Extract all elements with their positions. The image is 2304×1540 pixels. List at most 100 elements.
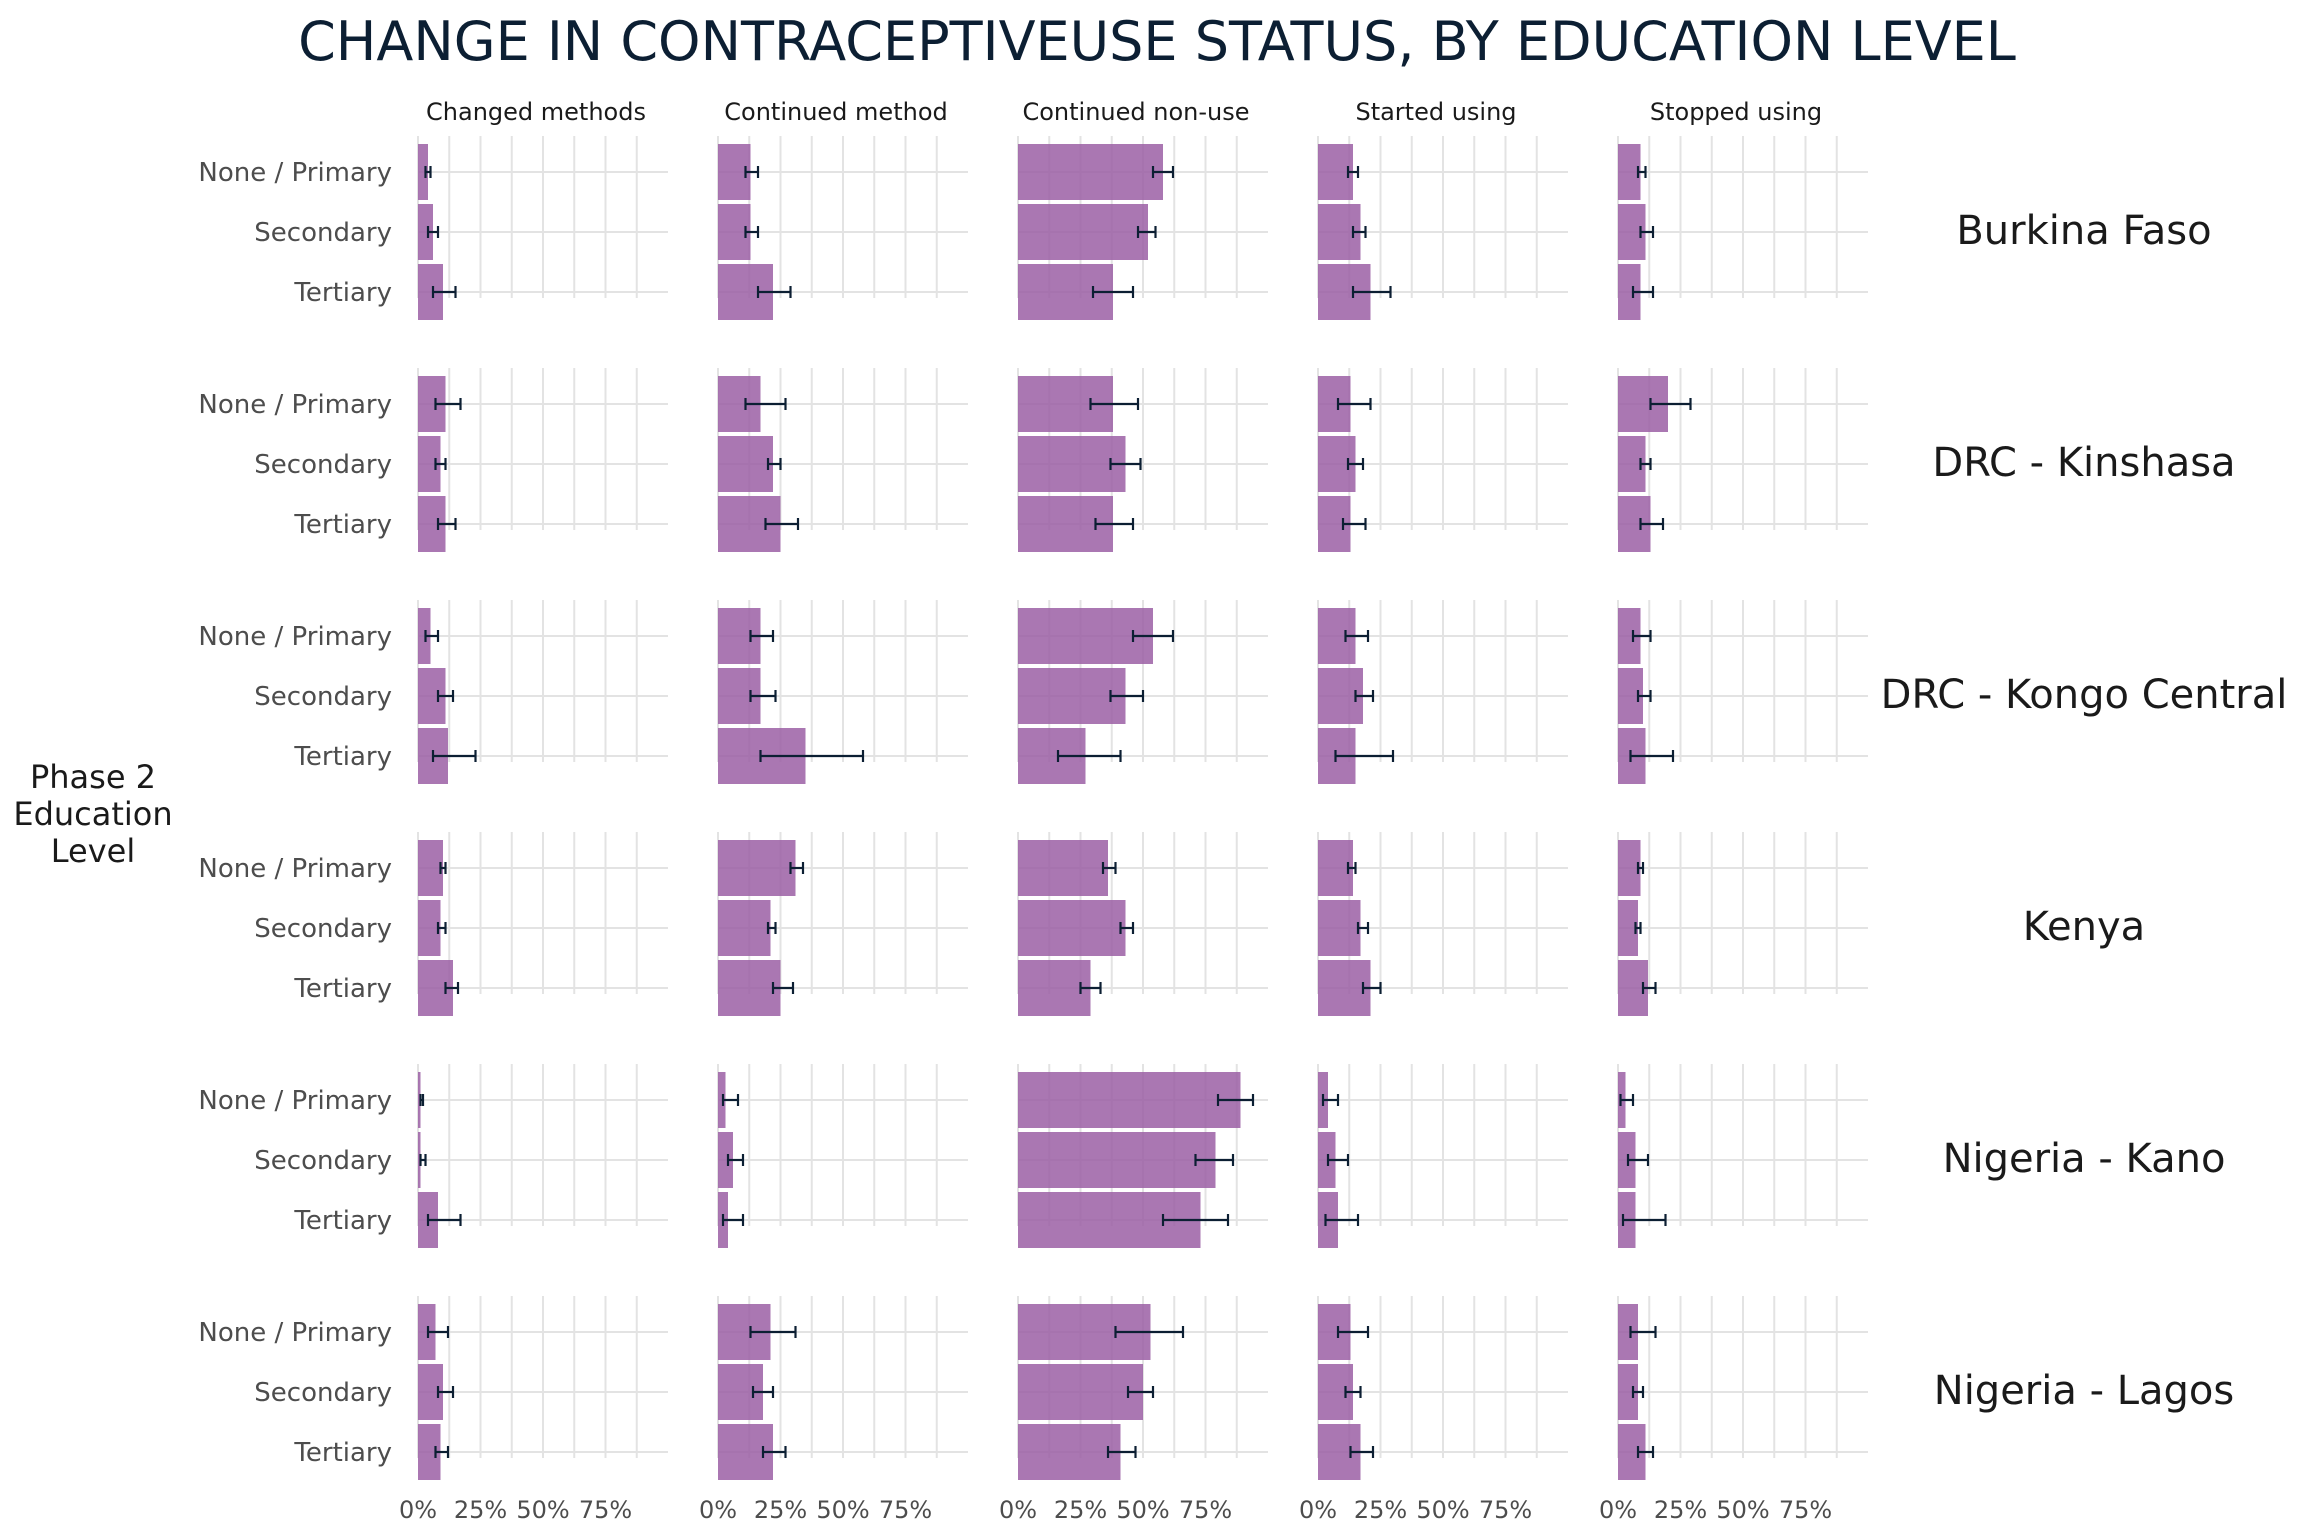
bar [1318,900,1361,956]
category-label: Tertiary [293,1206,392,1236]
y-axis-title-line: Level [51,832,135,870]
x-tick-label: 25% [1654,1496,1707,1524]
facet-panel [417,832,668,1016]
facet-panel [417,1064,668,1248]
panel-label: Nigeria - Kano [1943,1136,2226,1182]
bar [1018,1424,1121,1480]
x-tick-label: 0% [699,1496,737,1524]
facet-panel [1617,368,1868,552]
x-tick-label: 75% [879,1496,932,1524]
column-header: Continued non-use [1022,98,1249,126]
bar [418,608,431,664]
x-tick-label: 0% [1299,1496,1337,1524]
x-tick-label: 50% [1416,1496,1469,1524]
category-label: Secondary [254,450,392,480]
category-label: Tertiary [293,278,392,308]
facet-panel [1017,832,1268,1016]
bar [1018,608,1153,664]
bar [1018,1132,1216,1188]
bar [1018,840,1108,896]
y-axis-title-line: Education [13,795,172,833]
facet-panel [1317,136,1568,320]
bar [1318,960,1371,1016]
panel-label: DRC - Kongo Central [1881,672,2288,718]
bar [418,1132,421,1188]
facet-panel [1617,136,1868,320]
x-tick-label: 25% [754,1496,807,1524]
panel-row: None / Primary Secondary Tertiary DRC - Kin… [198,368,2236,552]
x-tick-label: 75% [1479,1496,1532,1524]
facet-panel [417,368,668,552]
bar [1018,436,1126,492]
x-tick-label: 0% [399,1496,437,1524]
category-label: None / Primary [198,622,392,652]
x-tick-label: 50% [1716,1496,1769,1524]
facet-panel [1017,368,1268,552]
category-label: Secondary [254,682,392,712]
category-label: Tertiary [293,1438,392,1468]
y-axis-title-line: Phase 2 [30,758,156,796]
category-label: Tertiary [293,742,392,772]
x-tick-label: 75% [1179,1496,1232,1524]
column-header: Changed methods [426,98,646,126]
bar [418,144,428,200]
facet-panel [1317,1064,1568,1248]
x-tick-label: 75% [1779,1496,1832,1524]
bar [1018,668,1126,724]
category-label: None / Primary [198,390,392,420]
facet-panel [717,1064,968,1248]
x-tick-label: 25% [454,1496,507,1524]
column-header: Stopped using [1650,98,1822,126]
bar [1618,1304,1638,1360]
bar [718,436,773,492]
bar [1018,144,1163,200]
facet-panel [1317,600,1568,784]
bar [718,1132,733,1188]
panel-label: Kenya [2023,904,2145,950]
x-tick-label: 50% [516,1496,569,1524]
facet-panel [417,600,668,784]
bar [1618,840,1641,896]
facet-panel [717,600,968,784]
category-label: Secondary [254,1378,392,1408]
bar [1618,1364,1638,1420]
panel-label: Burkina Faso [1956,208,2211,254]
facet-panel [1317,1296,1568,1480]
panel-label: DRC - Kinshasa [1932,440,2235,486]
bar [718,840,796,896]
panel-row: None / Primary Secondary Tertiary Nigeria -… [198,1296,2234,1480]
facet-panel [1617,1064,1868,1248]
panel-row: None / Primary Secondary Tertiary Nigeria -… [198,1064,2225,1248]
x-tick-label: 0% [999,1496,1037,1524]
category-label: Secondary [254,1146,392,1176]
bar [418,1072,421,1128]
bar [1018,1072,1241,1128]
facet-panel [717,136,968,320]
category-label: None / Primary [198,1086,392,1116]
facet-panel [717,368,968,552]
facet-panel [1017,600,1268,784]
plot-area: Changed methods Continued method Continued… [13,98,2287,1524]
category-label: Secondary [254,914,392,944]
bar [1018,900,1126,956]
column-header: Continued method [724,98,947,126]
facet-panel [1017,1064,1268,1248]
bar [718,960,781,1016]
bar [1618,1132,1636,1188]
facet-panel [1317,368,1568,552]
bar [1618,608,1641,664]
x-tick-label: 25% [1354,1496,1407,1524]
category-label: None / Primary [198,1318,392,1348]
x-tick-label: 25% [1054,1496,1107,1524]
chart-title: CHANGE IN CONTRACEPTIVEUSE STATUS, BY ED… [298,10,2016,73]
bar [1618,900,1638,956]
facet-panel [1617,600,1868,784]
bar [418,1424,441,1480]
panel-row: None / Primary Secondary Tertiary Burkina F… [198,136,2212,320]
bar [418,204,433,260]
bar [418,436,441,492]
x-tick-label: 75% [579,1496,632,1524]
bar [1018,1364,1143,1420]
